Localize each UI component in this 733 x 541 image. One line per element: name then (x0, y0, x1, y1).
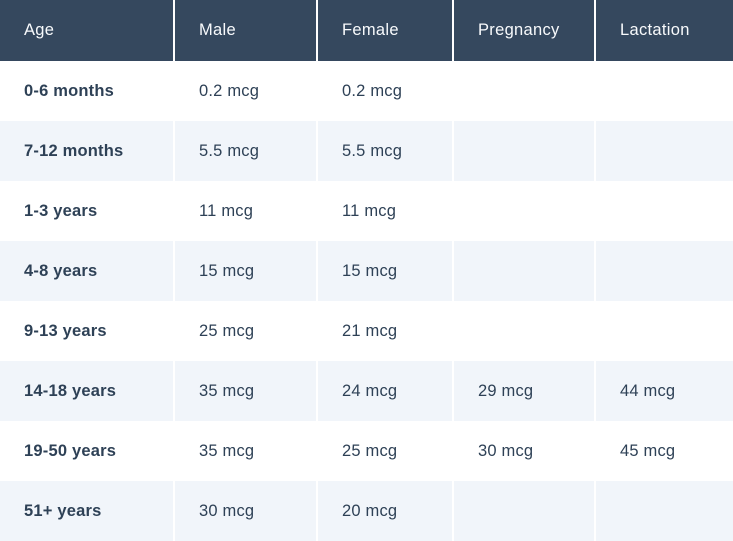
header-cell-male: Male (173, 0, 316, 61)
cell-male: 25 mcg (173, 301, 316, 361)
table-row: 14-18 years 35 mcg 24 mcg 29 mcg 44 mcg (0, 361, 733, 421)
cell-female: 5.5 mcg (316, 121, 452, 181)
cell-age: 4-8 years (24, 261, 98, 280)
cell-age: 51+ years (24, 501, 102, 520)
cell-male: 0.2 mcg (173, 61, 316, 121)
cell-pregnancy (452, 61, 594, 121)
cell-female: 15 mcg (316, 241, 452, 301)
cell-age: 9-13 years (24, 321, 107, 340)
cell-age: 7-12 months (24, 141, 124, 160)
cell-lactation: 44 mcg (594, 361, 733, 421)
table-row: 1-3 years 11 mcg 11 mcg (0, 181, 733, 241)
cell-pregnancy: 29 mcg (452, 361, 594, 421)
table-row: 19-50 years 35 mcg 25 mcg 30 mcg 45 mcg (0, 421, 733, 481)
cell-female: 0.2 mcg (316, 61, 452, 121)
cell-age: 14-18 years (24, 381, 117, 400)
cell-female: 11 mcg (316, 181, 452, 241)
table-row: 9-13 years 25 mcg 21 mcg (0, 301, 733, 361)
cell-lactation (594, 121, 733, 181)
header-cell-age: Age (24, 21, 55, 39)
cell-lactation (594, 181, 733, 241)
cell-pregnancy: 30 mcg (452, 421, 594, 481)
header-cell-lactation: Lactation (594, 0, 733, 61)
header-cell-pregnancy: Pregnancy (452, 0, 594, 61)
cell-pregnancy (452, 301, 594, 361)
cell-male: 15 mcg (173, 241, 316, 301)
cell-age: 0-6 months (24, 81, 115, 100)
cell-female: 21 mcg (316, 301, 452, 361)
cell-female: 25 mcg (316, 421, 452, 481)
cell-male: 35 mcg (173, 421, 316, 481)
cell-lactation: 45 mcg (594, 421, 733, 481)
cell-female: 20 mcg (316, 481, 452, 541)
cell-pregnancy (452, 121, 594, 181)
cell-lactation (594, 481, 733, 541)
cell-pregnancy (452, 241, 594, 301)
cell-female: 24 mcg (316, 361, 452, 421)
cell-male: 5.5 mcg (173, 121, 316, 181)
cell-pregnancy (452, 481, 594, 541)
table-row: 4-8 years 15 mcg 15 mcg (0, 241, 733, 301)
cell-age: 19-50 years (24, 441, 117, 460)
table-row: 51+ years 30 mcg 20 mcg (0, 481, 733, 541)
cell-male: 30 mcg (173, 481, 316, 541)
cell-pregnancy (452, 181, 594, 241)
cell-male: 11 mcg (173, 181, 316, 241)
cell-lactation (594, 301, 733, 361)
cell-lactation (594, 61, 733, 121)
table-row: 0-6 months 0.2 mcg 0.2 mcg (0, 61, 733, 121)
cell-male: 35 mcg (173, 361, 316, 421)
cell-age: 1-3 years (24, 201, 98, 220)
cell-lactation (594, 241, 733, 301)
table-header-row: Age Male Female Pregnancy Lactation (0, 0, 733, 61)
header-cell-female: Female (316, 0, 452, 61)
table-row: 7-12 months 5.5 mcg 5.5 mcg (0, 121, 733, 181)
